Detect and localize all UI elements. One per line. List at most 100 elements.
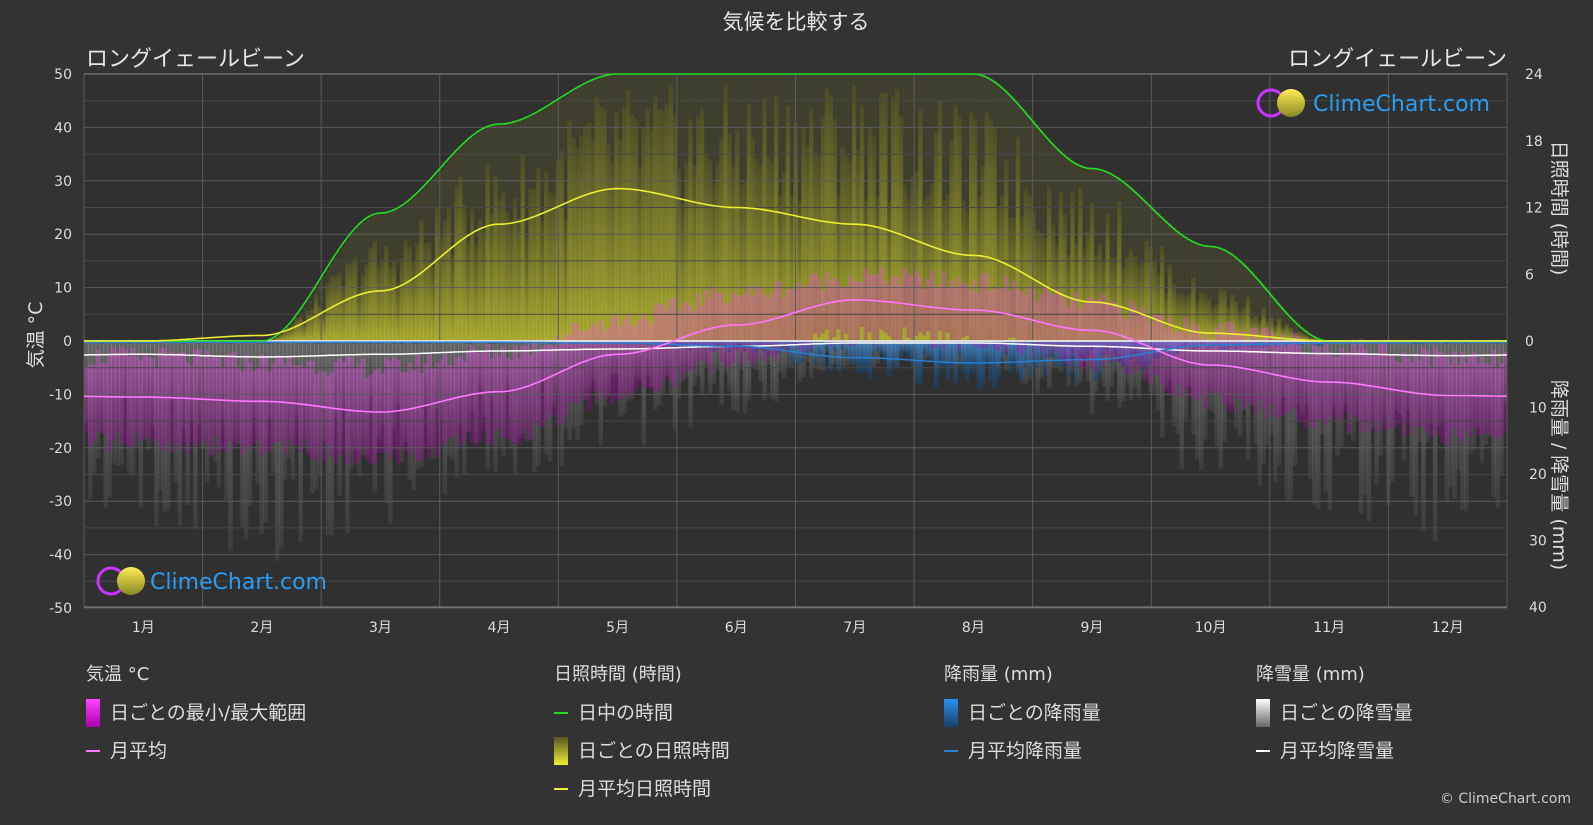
daylight-daily-bar	[1195, 242, 1200, 341]
sunshine-daily-bar	[333, 275, 339, 341]
temp-range-daily-bar	[1503, 351, 1508, 432]
temp-range-daily-bar	[1214, 328, 1220, 392]
legend-label: 日ごとの最小/最大範囲	[110, 702, 307, 724]
sunshine-daily-bar	[520, 154, 526, 341]
temp-range-daily-bar	[1444, 358, 1450, 446]
rain-daily-bar	[1000, 341, 1005, 363]
temp-range-daily-bar	[606, 326, 611, 397]
y-left-tick-label: 50	[54, 67, 72, 83]
grid	[83, 73, 1508, 609]
sunshine-daily-bar	[1257, 320, 1262, 341]
logo-bottom: ClimeChart.com	[96, 566, 327, 596]
temp-range-daily-bar	[918, 276, 923, 333]
sunshine-daily-bar	[415, 242, 420, 341]
temp-range-daily-bar	[844, 286, 849, 334]
legend-group-rain: 降雨量 (mm) 日ごとの降雨量 月平均降雨量	[944, 660, 1101, 774]
rain-daily-bar	[891, 341, 896, 371]
temp-range-daily-bar	[197, 348, 202, 447]
sunshine-daily-bar	[532, 189, 537, 341]
temp-range-daily-bar	[1152, 314, 1157, 375]
temp-range-daily-bar	[84, 366, 89, 434]
logo-top: ClimeChart.com	[1256, 88, 1490, 118]
daylight-daily-bar	[1273, 297, 1278, 341]
x-tick-label: 4月	[488, 620, 511, 636]
rain-daily-bar	[910, 341, 916, 371]
sunshine-daily-bar	[883, 92, 888, 341]
daylight-daily-bar	[1206, 246, 1212, 341]
snow-daily-bar	[1160, 341, 1165, 438]
sunshine-daily-bar	[968, 111, 974, 341]
rain-daily-bar	[875, 341, 880, 352]
daylight-daily-bar	[1237, 259, 1243, 341]
x-tick-label: 2月	[250, 620, 273, 636]
sunshine-daily-bar	[758, 164, 763, 341]
temp-range-daily-bar	[746, 285, 752, 361]
temp-range-daily-bar	[1370, 355, 1376, 423]
snow-avg-swatch	[1256, 750, 1270, 752]
temp-range-daily-bar	[672, 297, 678, 387]
temp-range-daily-bar	[1109, 300, 1114, 363]
sunshine-daily-bar	[310, 308, 315, 341]
temp-range-daily-bar	[727, 302, 732, 367]
rain-daily-bar	[965, 341, 970, 382]
sunshine-daily-bar	[785, 105, 791, 342]
temp-range-daily-bar	[875, 274, 880, 340]
temp-range-daily-bar	[169, 351, 175, 453]
snow-daily-bar	[731, 341, 736, 411]
legend-item: 月平均降雪量	[1256, 736, 1413, 766]
temp-range-daily-bar	[653, 305, 658, 394]
snow-daily-bar	[1105, 341, 1110, 401]
temp-range-daily-bar	[805, 285, 810, 347]
temp-range-daily-bar	[1043, 286, 1048, 358]
sunshine-daily-bar	[462, 204, 467, 341]
y-right-sun-tick-label: 0	[1525, 334, 1534, 350]
legend-item: 日中の時間	[554, 698, 730, 728]
snow-daily-bar	[1089, 341, 1095, 415]
sunshine-daily-bar	[898, 115, 904, 341]
sunshine-daily-bar	[1019, 216, 1025, 341]
axes: 50 40 30 20 10 0 -10 -20 -30 -40 -50 24 18 12 6 0 10 20 30…	[49, 67, 1547, 636]
temp-range-daily-bar	[1082, 303, 1087, 370]
rain-daily-bar	[844, 341, 849, 357]
temp-range-daily-bar	[1432, 347, 1438, 431]
temp-range-daily-bar	[1046, 293, 1052, 347]
sunshine-daily-bar	[388, 265, 393, 341]
temp-range-daily-bar	[586, 329, 592, 410]
temp-range-daily-bar	[142, 353, 147, 440]
temp-range-daily-bar	[1097, 298, 1103, 356]
rain-daily-bar	[992, 341, 997, 389]
daylight-daily-bar	[1101, 170, 1107, 341]
temp-range-daily-bar	[902, 268, 908, 328]
temp-range-daily-bar	[703, 290, 709, 364]
copyright: © ClimeChart.com	[1439, 791, 1571, 807]
sunshine-daily-bar	[910, 176, 916, 341]
temp-range-daily-bar	[750, 295, 756, 366]
sunshine-daily-bar	[594, 96, 600, 342]
sunshine-daily-bar	[1031, 210, 1036, 341]
sunshine-daily-bar	[583, 125, 588, 341]
snow-daily-bar	[781, 341, 787, 378]
sunshine-daily-bar	[1300, 333, 1305, 341]
sunshine-daily-bar	[1132, 256, 1138, 341]
daylight-daily-bar	[356, 226, 362, 341]
x-tick-label: 11月	[1313, 620, 1345, 636]
snow-daily-bar	[777, 341, 783, 373]
snow-daily-bar	[1117, 341, 1122, 408]
sunshine-daily-bar	[871, 136, 877, 341]
daylight-daily-bar	[1249, 270, 1255, 341]
temp-range-daily-bar	[1331, 356, 1337, 421]
sunshine-daily-bar	[770, 161, 775, 341]
snow-daily-bar	[1121, 341, 1126, 402]
temp-range-daily-bar	[1156, 314, 1161, 375]
legend-label: 月平均日照時間	[578, 778, 712, 800]
snow-daily-bar	[1156, 341, 1161, 412]
sunshine-daily-bar	[1011, 217, 1017, 341]
sunshine-daily-bar	[875, 195, 880, 341]
rain-daily-bar	[863, 341, 869, 373]
sunshine-daily-bar	[271, 338, 276, 341]
temp-range-daily-bar	[930, 270, 935, 349]
rain-daily-bar	[1323, 341, 1329, 344]
daylight-daily-bar	[1175, 230, 1181, 341]
rain-daily-bar	[1031, 341, 1036, 372]
temp-range-daily-bar	[801, 287, 806, 355]
